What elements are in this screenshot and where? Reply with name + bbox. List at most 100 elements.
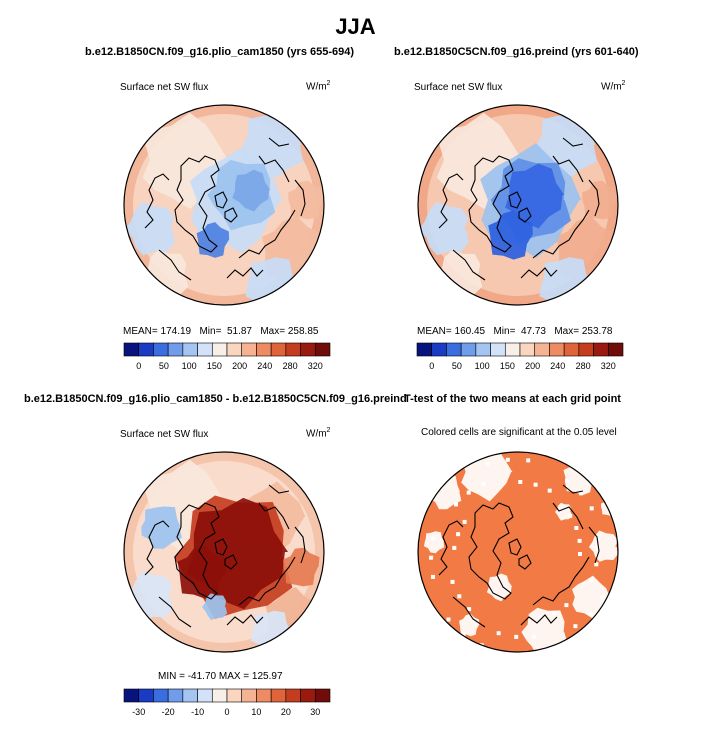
coastline [258, 502, 290, 530]
nonsignificant-cell [595, 545, 600, 550]
colorbar-swatch [285, 342, 301, 357]
nonsignificant-cell [538, 615, 543, 620]
panel1-colorbar: 0 50 100 150 200 240 280 320 [123, 342, 331, 371]
colorbar-tick-label: 0 [224, 707, 229, 717]
colorbar-tick-label: 50 [452, 361, 462, 371]
coastline [226, 614, 264, 626]
field-region [232, 169, 271, 212]
nonsignificant-cell [589, 578, 594, 583]
nonsignificant-cell [579, 491, 583, 496]
field-region [177, 545, 227, 599]
nonsignificant-cell [429, 555, 434, 560]
nonsignificant-cell [450, 579, 455, 584]
map-border [417, 104, 619, 306]
panel3-header: b.e12.B1850CN.f09_g16.plio_cam1850 - b.e… [24, 393, 407, 405]
coastline [562, 484, 584, 494]
colorbar-tick-label: 240 [550, 361, 565, 371]
nonsignificant-cell [533, 482, 538, 487]
coastline [588, 179, 600, 217]
panel2-header: b.e12.B1850C5CN.f09_g16.preind (yrs 601-… [394, 46, 639, 58]
coastline [520, 267, 558, 279]
coastline [438, 520, 464, 576]
coastline [468, 502, 514, 600]
coastline [438, 173, 464, 229]
colorbar-tick-label: 30 [310, 707, 320, 717]
panel1-units: W/m2 [306, 80, 331, 93]
field-region [283, 547, 320, 587]
field-region [251, 610, 292, 652]
colorbar-swatch [460, 342, 477, 357]
colorbar-swatch [197, 342, 213, 357]
coastlines [144, 137, 306, 281]
coastline [158, 249, 192, 281]
colorbar-swatch [300, 688, 316, 703]
nonsignificant-cell [532, 634, 537, 639]
colorbar-swatch [182, 688, 198, 703]
coastline [238, 556, 296, 606]
colorbar-tick-label: 10 [251, 707, 261, 717]
colorbar-swatch [138, 688, 154, 703]
nonsignificant-cell [467, 607, 472, 612]
colorbar-swatch [241, 342, 257, 357]
colorbar-swatch [285, 688, 301, 703]
coastline [508, 191, 522, 209]
colorbar-tick-label: 0 [429, 361, 434, 371]
coastline [214, 538, 228, 556]
colorbar-swatch [446, 342, 462, 357]
colorbar-tick-label: 320 [601, 361, 616, 371]
field-region [418, 201, 469, 256]
coastline [226, 267, 264, 279]
colorbar-swatch [431, 342, 447, 357]
coastline [552, 155, 584, 183]
panel1-polar-map [123, 104, 325, 306]
panel4-header: T-test of the two means at each grid poi… [404, 393, 621, 405]
panel4-field-label: Colored cells are significant at the 0.0… [421, 427, 617, 438]
colorbar-tick-label: -10 [191, 707, 204, 717]
panel2-colorbar: 0 50 100 150 200 240 280 320 [416, 342, 624, 371]
colorbar-tick-label: 0 [136, 361, 141, 371]
nonsignificant-cell [456, 532, 461, 537]
coastline [268, 484, 290, 494]
colorbar-swatch [490, 342, 506, 357]
coastline [174, 155, 220, 253]
colorbar-swatch [314, 342, 331, 357]
colorbar-swatch [416, 342, 433, 357]
panel3-colorbar: -30 -20 -10 0 10 20 30 [123, 688, 331, 717]
colorbar-tick-label: 320 [308, 361, 323, 371]
colorbar-tick-label: 200 [525, 361, 540, 371]
colorbar-swatch [475, 342, 491, 357]
coastline [294, 526, 306, 564]
nonsignificant-cell [485, 461, 490, 466]
colorbar-tick-label: 100 [475, 361, 490, 371]
panel3-units: W/m2 [306, 427, 331, 440]
coastline [174, 502, 220, 600]
coastline [508, 538, 522, 556]
field-region [505, 163, 565, 229]
nonsignificant-cell [481, 481, 486, 486]
colorbar-swatch [197, 688, 213, 703]
field-region [288, 180, 324, 220]
colorbar-swatch [226, 342, 243, 357]
colorbar-tick-label: 240 [257, 361, 272, 371]
coastline [294, 179, 306, 217]
panel3-field-label: Surface net SW flux [120, 429, 209, 440]
coastline [532, 209, 590, 259]
coastline [158, 596, 192, 628]
colorbar-swatch [504, 342, 521, 357]
colorbar-swatch [314, 688, 331, 703]
colorbar-tick-label: 150 [500, 361, 515, 371]
map-field [418, 452, 618, 652]
coastline [224, 554, 238, 570]
nonsignificant-cell [578, 552, 582, 556]
colorbar-tick-label: 20 [281, 707, 291, 717]
coastline [468, 155, 514, 253]
field-region [486, 573, 513, 602]
nonsignificant-cell [446, 617, 451, 622]
nonsignificant-cell [547, 488, 552, 493]
field-region [245, 257, 299, 305]
nonsignificant-cell [462, 519, 467, 524]
nonsignificant-cell [431, 536, 436, 541]
colorbar-swatch [167, 688, 184, 703]
field-region [424, 531, 445, 554]
colorbar-swatch [256, 688, 272, 703]
